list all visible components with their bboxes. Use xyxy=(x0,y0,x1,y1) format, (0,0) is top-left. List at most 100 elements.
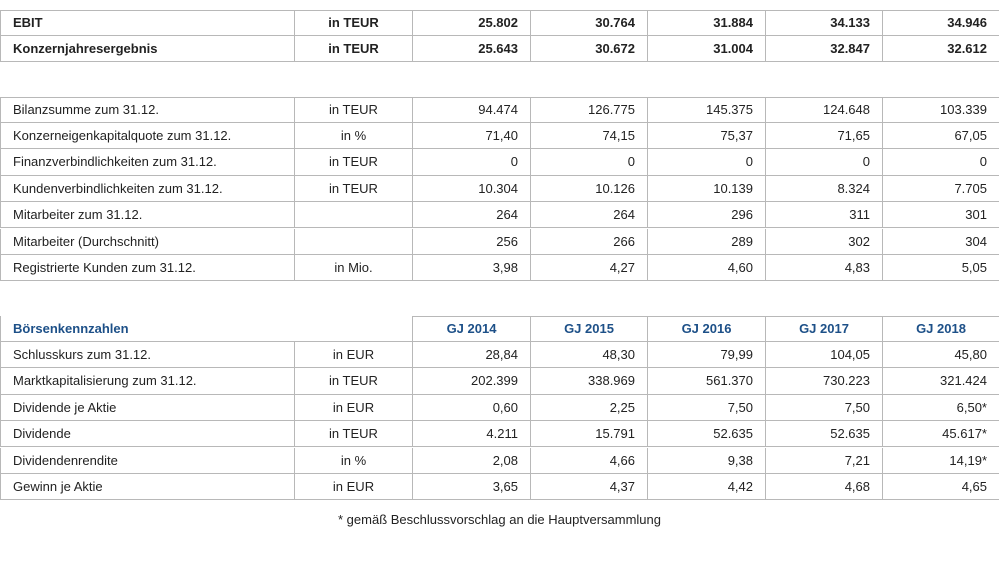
value-cell: 321.424 xyxy=(883,368,999,395)
section-header-text: Börsenkennzahlen xyxy=(13,320,129,336)
value-cell: 25.802 xyxy=(413,9,531,36)
value-cell-text: 79,99 xyxy=(720,347,753,363)
column-header-text: GJ 2017 xyxy=(799,321,849,337)
value-cell: 71,40 xyxy=(413,122,531,150)
value-cell-text: 302 xyxy=(848,233,870,249)
value-cell: 202.399 xyxy=(413,368,531,395)
value-cell-text: 311 xyxy=(849,207,870,223)
value-cell-text: 32.847 xyxy=(830,41,870,57)
value-cell-text: 10.126 xyxy=(595,180,635,196)
value-cell-text: 4,60 xyxy=(727,260,753,276)
value-cell: 7,21 xyxy=(766,447,883,474)
row-label: Finanzverbindlichkeiten zum 31.12. xyxy=(0,149,295,176)
value-cell-text: 301 xyxy=(965,207,987,223)
row-label-text: Dividende xyxy=(13,426,71,442)
row-unit: in EUR xyxy=(295,394,413,422)
value-cell: 4,37 xyxy=(531,473,648,501)
row-unit-text: in EUR xyxy=(332,347,375,363)
value-cell: 3,65 xyxy=(413,473,531,501)
value-cell-text: 34.946 xyxy=(947,15,987,31)
value-cell-text: 74,15 xyxy=(602,128,635,144)
value-cell: 34.946 xyxy=(883,9,999,36)
value-cell-text: 32.612 xyxy=(947,41,987,57)
value-cell-text: 0 xyxy=(510,154,518,170)
value-cell-text: 202.399 xyxy=(471,373,518,389)
value-cell: 3,98 xyxy=(413,254,531,282)
row-unit: in TEUR xyxy=(295,9,413,36)
value-cell: 9,38 xyxy=(648,447,766,474)
row-unit-text: in TEUR xyxy=(329,373,378,389)
value-cell-text: 75,37 xyxy=(720,128,753,144)
value-cell-text: 8.324 xyxy=(837,180,870,196)
row-label: Marktkapitalisierung zum 31.12. xyxy=(0,368,295,395)
row-label-text: Registrierte Kunden zum 31.12. xyxy=(13,260,196,276)
value-cell-text: 7,50 xyxy=(727,399,753,415)
row-label-text: Dividendenrendite xyxy=(13,452,118,468)
value-cell: 4,65 xyxy=(883,474,999,501)
value-cell-text: 30.672 xyxy=(595,41,635,57)
value-cell: 2,25 xyxy=(531,394,648,422)
value-cell-text: 52.635 xyxy=(713,426,753,442)
column-header-text: GJ 2014 xyxy=(446,321,497,337)
value-cell: 264 xyxy=(531,202,648,229)
value-cell-text: 48,30 xyxy=(602,347,635,363)
value-cell-text: 0 xyxy=(979,154,987,170)
value-cell: 2,08 xyxy=(413,447,531,474)
column-header-text: GJ 2016 xyxy=(681,321,732,337)
value-cell-text: 104,05 xyxy=(830,347,870,363)
value-cell: 32.847 xyxy=(766,35,883,63)
value-cell: 79,99 xyxy=(648,341,766,369)
value-cell-text: 126.775 xyxy=(588,102,635,118)
row-label: Mitarbeiter (Durchschnitt) xyxy=(0,228,295,255)
value-cell: 126.775 xyxy=(531,96,648,123)
row-unit: in Mio. xyxy=(295,254,413,282)
value-cell: 48,30 xyxy=(531,341,648,369)
value-cell-text: 4.211 xyxy=(486,426,518,442)
value-cell: 5,05 xyxy=(883,255,999,282)
value-cell-text: 321.424 xyxy=(940,373,987,389)
value-cell: 4,83 xyxy=(766,254,883,282)
row-label: Dividende je Aktie xyxy=(0,394,295,422)
value-cell: 7,50 xyxy=(766,394,883,422)
row-label-text: Dividende je Aktie xyxy=(13,399,117,415)
value-cell-text: 5,05 xyxy=(961,260,987,276)
row-unit-text: in TEUR xyxy=(328,41,379,57)
value-cell: 30.672 xyxy=(531,35,648,63)
column-header-text: GJ 2015 xyxy=(564,321,614,337)
value-cell-text: 4,27 xyxy=(609,260,635,276)
row-unit-text: in TEUR xyxy=(329,426,378,442)
value-cell: 8.324 xyxy=(766,175,883,203)
row-unit xyxy=(295,202,413,229)
value-cell: 4,42 xyxy=(648,473,766,501)
value-cell-text: 15.791 xyxy=(595,426,635,442)
value-cell-text: 264 xyxy=(496,207,518,223)
value-cell: 74,15 xyxy=(531,122,648,150)
column-header: GJ 2014 xyxy=(413,315,531,342)
value-cell-text: 289 xyxy=(731,233,753,249)
row-label: Schlusskurs zum 31.12. xyxy=(0,341,295,369)
row-unit xyxy=(295,228,413,255)
column-header: GJ 2017 xyxy=(766,315,883,342)
value-cell-text: 7,50 xyxy=(844,399,870,415)
row-label-text: Kundenverbindlichkeiten zum 31.12. xyxy=(13,180,223,196)
row-unit-text: in Mio. xyxy=(334,260,373,276)
value-cell-text: 296 xyxy=(731,207,753,223)
value-cell-text: 7,21 xyxy=(844,452,870,468)
row-unit: in TEUR xyxy=(295,149,413,176)
section-header: Börsenkennzahlen xyxy=(0,315,413,342)
value-cell-text: 30.764 xyxy=(595,15,635,31)
value-cell: 302 xyxy=(766,228,883,255)
value-cell-text: 7.705 xyxy=(954,180,987,196)
value-cell: 561.370 xyxy=(648,368,766,395)
value-cell-text: 561.370 xyxy=(706,373,753,389)
row-label-text: Marktkapitalisierung zum 31.12. xyxy=(13,373,197,389)
value-cell-text: 264 xyxy=(613,207,635,223)
value-cell: 30.764 xyxy=(531,9,648,36)
value-cell: 338.969 xyxy=(531,368,648,395)
value-cell-text: 4,42 xyxy=(727,479,753,495)
value-cell: 4.211 xyxy=(413,421,531,448)
row-unit-text: in % xyxy=(340,128,367,144)
value-cell-text: 0,60 xyxy=(492,399,518,415)
value-cell: 296 xyxy=(648,202,766,229)
value-cell-text: 0 xyxy=(627,154,635,170)
